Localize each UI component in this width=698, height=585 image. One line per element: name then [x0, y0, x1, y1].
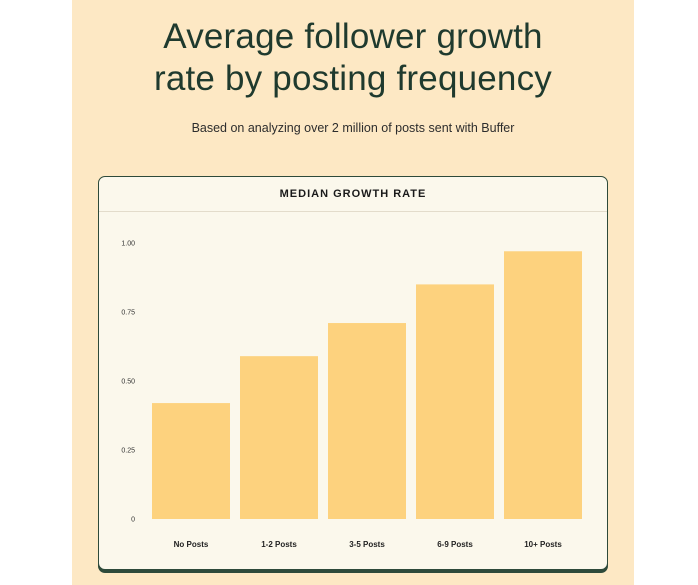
x-tick-label: 3-5 Posts — [349, 540, 385, 549]
y-tick-label: 0.25 — [121, 448, 135, 455]
bar-10-posts — [504, 251, 582, 519]
x-tick-label: 1-2 Posts — [261, 540, 297, 549]
y-tick-label: 1.00 — [121, 241, 135, 248]
x-tick-label: No Posts — [174, 540, 209, 549]
x-tick-label: 6-9 Posts — [437, 540, 473, 549]
infographic-poster: Average follower growth rate by posting … — [72, 0, 634, 585]
chart-card: MEDIAN GROWTH RATE 0 0.25 0.50 0.75 1.00 No P… — [98, 176, 608, 570]
y-tick-label: 0 — [131, 517, 135, 524]
bar-3-5-posts — [328, 323, 406, 519]
page-subtitle: Based on analyzing over 2 million of pos… — [191, 121, 515, 135]
title-line-1: Average follower growth — [163, 17, 543, 56]
bar-1-2-posts — [240, 356, 318, 519]
x-tick-label: 10+ Posts — [524, 540, 562, 549]
bar-no-posts — [152, 403, 230, 519]
bar-6-9-posts — [416, 284, 494, 519]
chart-title: MEDIAN GROWTH RATE — [99, 177, 607, 212]
y-tick-label: 0.50 — [121, 379, 135, 386]
page-title: Average follower growth rate by posting … — [72, 16, 634, 100]
y-tick-label: 0.75 — [121, 310, 135, 317]
title-line-2: rate by posting frequency — [153, 59, 552, 98]
bar-chart: 0 0.25 0.50 0.75 1.00 No Posts 1-2 Posts 3-5 Po… — [121, 241, 582, 549]
